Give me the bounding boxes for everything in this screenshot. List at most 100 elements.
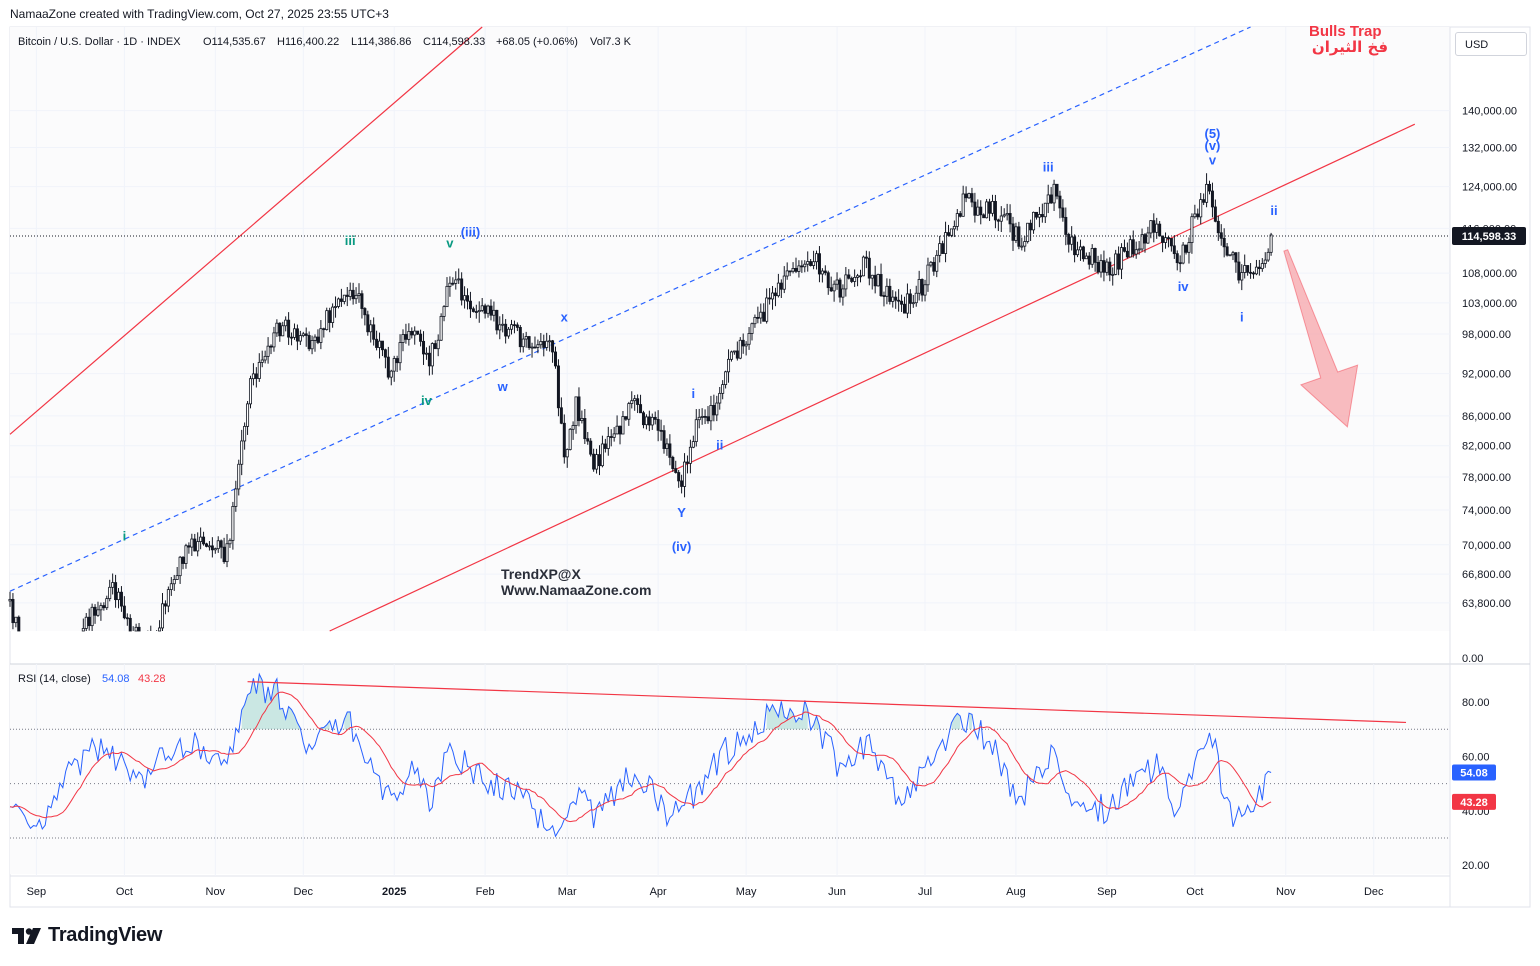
candle-body[interactable]	[586, 438, 590, 442]
candle-body[interactable]	[518, 326, 522, 348]
candle-body[interactable]	[290, 336, 294, 339]
candle-body[interactable]	[832, 283, 836, 292]
candle-body[interactable]	[556, 365, 560, 409]
candle-body[interactable]	[445, 285, 449, 308]
candle-body[interactable]	[1246, 265, 1250, 273]
candle-body[interactable]	[738, 339, 742, 359]
candle-body[interactable]	[1146, 232, 1150, 244]
candle-body[interactable]	[1014, 226, 1018, 241]
candle-body[interactable]	[624, 416, 628, 420]
candle-body[interactable]	[1111, 273, 1115, 276]
candle-body[interactable]	[228, 539, 232, 545]
candle-body[interactable]	[407, 330, 411, 340]
candle-body[interactable]	[870, 274, 874, 279]
elliott-wave-label[interactable]: i	[692, 386, 696, 401]
candle-body[interactable]	[1231, 252, 1235, 256]
candle-body[interactable]	[668, 443, 672, 458]
candle-body[interactable]	[885, 285, 889, 297]
candle-body[interactable]	[310, 340, 314, 350]
candle-body[interactable]	[342, 294, 346, 302]
candle-body[interactable]	[1143, 234, 1147, 244]
candle-body[interactable]	[134, 626, 138, 632]
candle-body[interactable]	[944, 232, 948, 254]
candle-body[interactable]	[882, 295, 886, 297]
candle-body[interactable]	[111, 582, 115, 588]
candle-body[interactable]	[823, 270, 827, 274]
candle-body[interactable]	[1102, 260, 1106, 273]
candle-body[interactable]	[325, 310, 329, 330]
candle-body[interactable]	[530, 346, 534, 349]
candle-body[interactable]	[721, 384, 725, 394]
rsi-line[interactable]	[9, 672, 1272, 838]
candle-body[interactable]	[510, 324, 514, 330]
candle-body[interactable]	[879, 274, 883, 296]
candle-body[interactable]	[712, 405, 716, 416]
candle-body[interactable]	[847, 274, 851, 279]
candle-body[interactable]	[1254, 266, 1258, 275]
price-axis-label[interactable]: 124,000.00	[1462, 182, 1517, 194]
candle-body[interactable]	[14, 616, 18, 624]
candle-body[interactable]	[979, 206, 983, 216]
candle-body[interactable]	[454, 279, 458, 284]
candle-body[interactable]	[691, 441, 695, 448]
candle-body[interactable]	[246, 403, 250, 427]
candle-body[interactable]	[990, 201, 994, 214]
candle-body[interactable]	[319, 328, 323, 343]
candle-body[interactable]	[888, 285, 892, 302]
candle-body[interactable]	[750, 323, 754, 334]
candle-body[interactable]	[949, 228, 953, 236]
candle-body[interactable]	[463, 295, 467, 301]
candle-body[interactable]	[372, 324, 376, 340]
candle-body[interactable]	[838, 279, 842, 298]
candle-body[interactable]	[386, 356, 390, 378]
candle-body[interactable]	[1067, 234, 1071, 245]
candle-body[interactable]	[618, 425, 622, 435]
candle-body[interactable]	[492, 309, 496, 316]
candle-body[interactable]	[451, 282, 455, 285]
candle-body[interactable]	[222, 546, 226, 563]
candle-body[interactable]	[1081, 246, 1085, 260]
candle-body[interactable]	[334, 306, 338, 308]
candle-body[interactable]	[603, 443, 607, 449]
candle-body[interactable]	[903, 303, 907, 314]
time-axis-label[interactable]: Dec	[1364, 886, 1384, 898]
candle-body[interactable]	[422, 340, 426, 355]
candle-body[interactable]	[548, 340, 552, 343]
candle-body[interactable]	[345, 294, 349, 297]
candle-body[interactable]	[589, 440, 593, 455]
candle-body[interactable]	[1128, 239, 1132, 258]
candle-body[interactable]	[803, 263, 807, 268]
candle-body[interactable]	[709, 405, 713, 422]
candle-body[interactable]	[1084, 255, 1088, 260]
candle-body[interactable]	[430, 343, 434, 367]
candle-body[interactable]	[850, 277, 854, 282]
candle-body[interactable]	[650, 416, 654, 426]
candle-body[interactable]	[1178, 262, 1182, 265]
candle-body[interactable]	[633, 398, 637, 402]
candle-body[interactable]	[996, 219, 1000, 222]
candle-body[interactable]	[93, 606, 97, 616]
candle-body[interactable]	[269, 345, 273, 348]
candle-body[interactable]	[313, 336, 317, 341]
candle-body[interactable]	[932, 261, 936, 272]
candle-body[interactable]	[466, 295, 470, 302]
candle-body[interactable]	[700, 415, 704, 418]
candle-body[interactable]	[351, 289, 355, 300]
candle-body[interactable]	[671, 456, 675, 469]
candle-body[interactable]	[826, 272, 830, 289]
candle-body[interactable]	[260, 359, 264, 363]
price-axis-label[interactable]: 70,000.00	[1462, 540, 1511, 552]
candle-body[interactable]	[202, 536, 206, 545]
candle-body[interactable]	[988, 201, 992, 214]
candle-body[interactable]	[398, 342, 402, 364]
candle-body[interactable]	[1269, 234, 1273, 253]
candle-body[interactable]	[1061, 207, 1065, 218]
candle-body[interactable]	[1037, 214, 1041, 218]
candle-body[interactable]	[281, 325, 285, 337]
candle-body[interactable]	[923, 284, 927, 296]
elliott-wave-label[interactable]: i	[123, 528, 127, 543]
tradingview-logo[interactable]: TradingView	[12, 924, 162, 947]
elliott-wave-label[interactable]: (v)	[1204, 138, 1220, 153]
candle-body[interactable]	[1134, 249, 1138, 255]
